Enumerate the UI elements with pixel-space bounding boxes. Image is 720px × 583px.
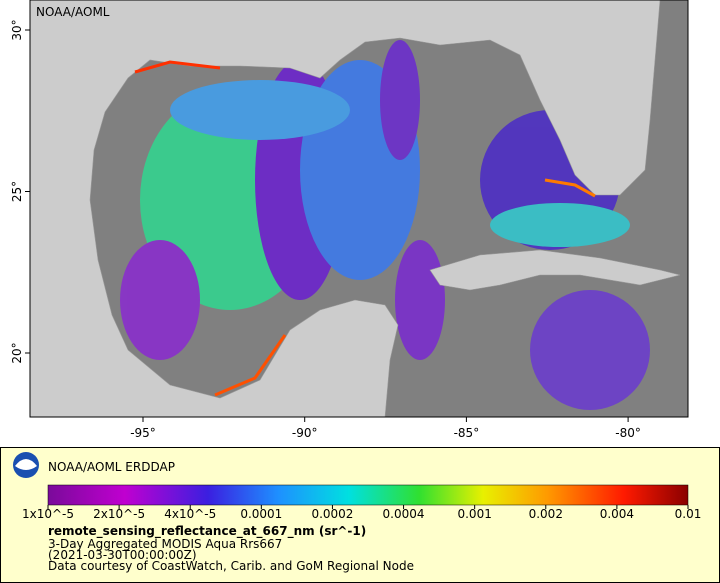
colorbar-label: 0.0002 <box>311 507 353 521</box>
lat-label: 25° <box>10 181 24 202</box>
variable-name: remote_sensing_reflectance_at_667_nm (sr… <box>48 524 366 539</box>
cuba <box>429 249 681 291</box>
colorbar-label: 4x10^-5 <box>164 507 216 521</box>
lon-label: -95° <box>130 426 156 440</box>
colorbar-label: 0.0004 <box>383 507 425 521</box>
lon-label: -90° <box>292 426 318 440</box>
colorbar <box>47 484 689 506</box>
legend-line: Data courtesy of CoastWatch, Carib. and … <box>48 559 414 573</box>
lat-label: 30° <box>10 19 24 40</box>
legend-line: (2021-03-30T00:00:00Z) <box>48 548 197 562</box>
map: NOAA/AOML <box>29 0 689 418</box>
legend-title: NOAA/AOML ERDDAP <box>48 460 175 474</box>
lon-label: -80° <box>615 426 641 440</box>
map-frame <box>29 0 689 418</box>
lon-label: -85° <box>454 426 480 440</box>
coastal-highlights <box>134 60 596 397</box>
colorbar-label: 0.004 <box>600 507 634 521</box>
colorbar-label: 0.01 <box>675 507 702 521</box>
legend-line: 3-Day Aggregated MODIS Aqua Rrs667 <box>48 537 282 551</box>
colorbar-label: 2x10^-5 <box>93 507 145 521</box>
colorbar-label: 0.0001 <box>240 507 282 521</box>
lat-label: 20° <box>10 342 24 363</box>
noaa-logo-bird <box>15 459 37 470</box>
legend-panel <box>0 447 720 583</box>
data-overlay <box>120 40 650 410</box>
colorbar-label: 0.001 <box>457 507 491 521</box>
colorbar-label: 0.002 <box>529 507 563 521</box>
corner-label: NOAA/AOML <box>36 5 110 19</box>
colorbar-label: 1x10^-5 <box>22 507 74 521</box>
